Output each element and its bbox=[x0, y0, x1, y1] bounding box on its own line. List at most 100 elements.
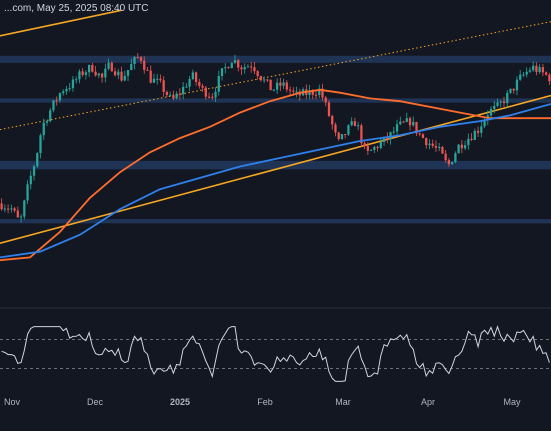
candle-body bbox=[224, 67, 227, 69]
candle-body bbox=[457, 144, 460, 154]
candle-body bbox=[489, 109, 493, 116]
candle-body bbox=[181, 86, 185, 95]
candle-body bbox=[217, 75, 220, 92]
candle-body bbox=[269, 79, 272, 91]
candle-body bbox=[45, 121, 49, 123]
zone-bottom-zone bbox=[0, 219, 551, 224]
candle-body bbox=[405, 118, 408, 122]
candle-body bbox=[285, 82, 288, 90]
candle-body bbox=[408, 118, 412, 126]
candle-body bbox=[347, 125, 350, 135]
candle-body bbox=[519, 74, 522, 80]
candle-body bbox=[263, 79, 266, 81]
candle-body bbox=[288, 89, 292, 91]
candle-body bbox=[279, 82, 282, 86]
candle-body bbox=[211, 96, 214, 98]
candle-body bbox=[19, 216, 23, 218]
candle-body bbox=[512, 88, 515, 91]
candle-body bbox=[321, 88, 324, 98]
candle-body bbox=[441, 147, 444, 154]
candle-body bbox=[483, 120, 486, 127]
candle-body bbox=[548, 74, 551, 82]
candle-body bbox=[314, 94, 318, 96]
candle-body bbox=[156, 78, 159, 80]
candle-body bbox=[26, 184, 29, 201]
header-text: ...com, May 25, 2025 08:40 UTC bbox=[4, 3, 149, 14]
candle-body bbox=[541, 67, 545, 73]
candle-body bbox=[201, 85, 204, 88]
candle-body bbox=[545, 72, 548, 75]
candle-body bbox=[444, 153, 447, 161]
candle-body bbox=[493, 105, 496, 110]
candle-body bbox=[230, 62, 233, 69]
candles-layer bbox=[0, 53, 551, 223]
candle-body bbox=[425, 138, 428, 146]
candle-body bbox=[49, 110, 52, 122]
candle-body bbox=[227, 67, 230, 69]
ma-layer bbox=[0, 88, 551, 262]
candle-body bbox=[522, 74, 525, 76]
candle-body bbox=[110, 62, 113, 72]
candle-body bbox=[509, 88, 512, 93]
candle-body bbox=[198, 81, 201, 86]
candle-body bbox=[334, 124, 337, 133]
candle-body bbox=[515, 79, 519, 91]
candle-body bbox=[418, 133, 421, 135]
candle-body bbox=[376, 146, 379, 148]
candle-body bbox=[292, 90, 295, 92]
candle-body bbox=[113, 71, 117, 76]
candle-body bbox=[431, 143, 434, 146]
candle-body bbox=[476, 130, 480, 133]
candle-body bbox=[165, 91, 169, 95]
candle-body bbox=[237, 60, 240, 68]
candle-body bbox=[55, 100, 58, 102]
candle-body bbox=[162, 80, 165, 92]
candle-body bbox=[344, 134, 347, 136]
xaxis-layer: Nov Dec 2025 Feb Mar Apr May bbox=[4, 397, 521, 407]
candle-body bbox=[81, 71, 84, 75]
candle-body bbox=[120, 71, 123, 81]
candle-body bbox=[149, 70, 152, 83]
candle-body bbox=[185, 86, 188, 88]
candle-body bbox=[159, 78, 162, 81]
candle-body bbox=[454, 153, 457, 163]
candle-body bbox=[366, 145, 370, 151]
candle-body bbox=[130, 63, 133, 71]
x-tick-label: May bbox=[503, 397, 521, 407]
candle-body bbox=[272, 89, 276, 91]
candle-body bbox=[379, 141, 382, 148]
candle-body bbox=[32, 166, 36, 176]
candle-body bbox=[415, 122, 418, 134]
candle-body bbox=[62, 91, 65, 94]
candle-body bbox=[259, 76, 263, 81]
trendline-top-left-line bbox=[0, 9, 122, 37]
candle-body bbox=[23, 200, 26, 217]
candle-body bbox=[311, 90, 314, 95]
candle-body bbox=[3, 208, 6, 210]
candle-body bbox=[535, 65, 538, 73]
candle-body bbox=[357, 125, 360, 127]
candle-body bbox=[188, 79, 191, 87]
candle-body bbox=[16, 210, 19, 218]
candle-body bbox=[104, 68, 107, 78]
candle-body bbox=[324, 97, 327, 103]
candle-body bbox=[438, 147, 441, 149]
candle-body bbox=[117, 71, 120, 76]
x-tick-label: Mar bbox=[335, 397, 351, 407]
candle-body bbox=[470, 138, 473, 140]
candle-body bbox=[363, 143, 366, 146]
candle-body bbox=[421, 134, 425, 139]
candle-body bbox=[39, 135, 42, 154]
candle-body bbox=[75, 79, 78, 81]
candle-body bbox=[412, 122, 415, 126]
candle-body bbox=[266, 79, 269, 81]
candle-body bbox=[84, 72, 88, 75]
candle-body bbox=[233, 60, 237, 63]
x-tick-label: Nov bbox=[4, 397, 21, 407]
candle-body bbox=[428, 143, 431, 146]
candle-body bbox=[126, 70, 130, 76]
candle-body bbox=[13, 208, 16, 211]
x-tick-label: Dec bbox=[87, 397, 104, 407]
candle-body bbox=[506, 92, 509, 104]
